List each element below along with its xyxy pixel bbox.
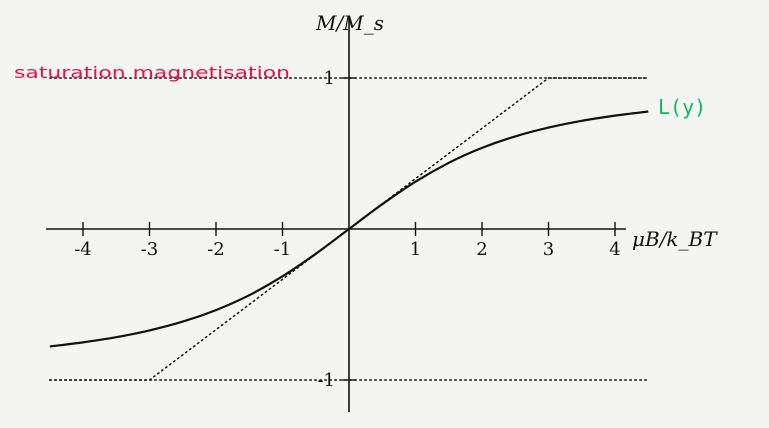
y-ticks: 1 -1 [317, 68, 356, 391]
x-tick-label: 1 [410, 239, 421, 260]
y-axis-label: M/M_s [315, 11, 384, 35]
x-tick-label: -3 [141, 239, 159, 260]
x-tick-label: 3 [543, 239, 554, 260]
y-tick-label: 1 [324, 68, 335, 89]
x-ticks: -4 -3 -2 -1 1 2 3 4 [74, 222, 621, 260]
x-tick-label: 4 [609, 239, 620, 260]
x-tick-label: -4 [74, 239, 92, 260]
annotation-saturation-magnetisation: saturation magnetisation [14, 63, 290, 82]
x-tick-label: -1 [274, 239, 292, 260]
y-tick-label: -1 [317, 370, 335, 391]
annotation-curve-label: L(y) [658, 95, 706, 119]
x-tick-label: 2 [476, 239, 487, 260]
series-line-langevin [49, 110, 649, 348]
x-tick-label: -2 [207, 239, 225, 260]
x-axis-label: μB/k_BT [632, 227, 718, 251]
